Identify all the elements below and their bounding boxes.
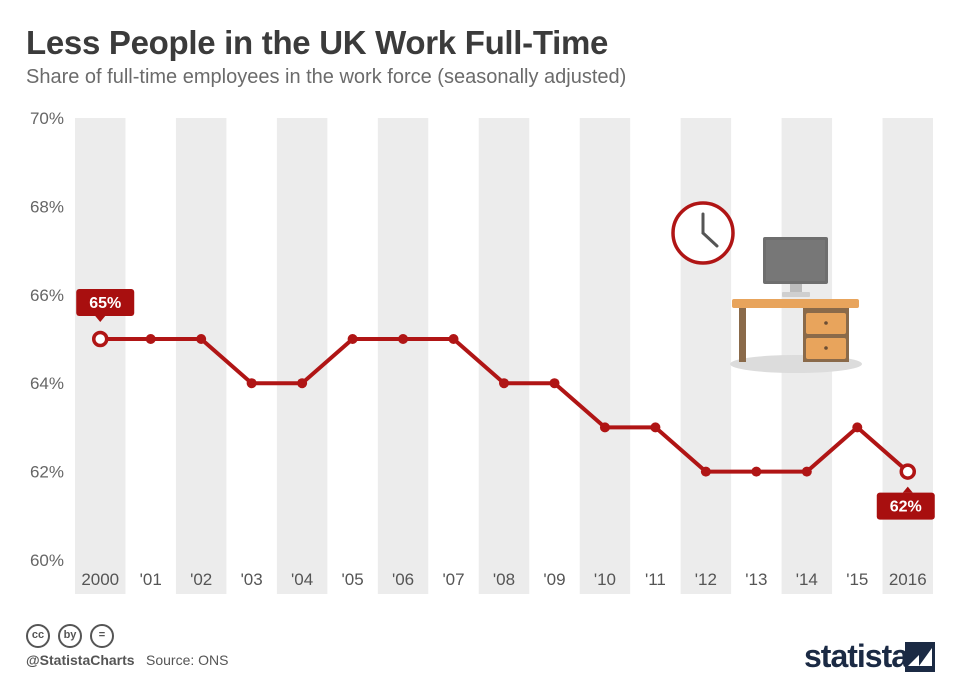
data-point[interactable] (145, 334, 156, 344)
desk-icon (732, 299, 859, 308)
x-tick-label: '15 (846, 570, 868, 589)
data-point[interactable] (347, 334, 358, 344)
x-tick-label: '14 (796, 570, 818, 589)
y-tick-label: 64% (30, 374, 64, 393)
x-tick-label: '03 (241, 570, 263, 589)
data-point[interactable] (751, 466, 762, 477)
data-point[interactable] (246, 378, 257, 389)
column-band (377, 118, 429, 594)
desk-clock-illustration (671, 201, 862, 373)
data-point-highlight[interactable] (91, 330, 109, 348)
x-tick-label: '04 (291, 570, 313, 589)
x-tick-label: '09 (543, 570, 565, 589)
x-tick-label: '08 (493, 570, 515, 589)
creative-commons-icon: cc (26, 624, 50, 648)
x-tick-label: '05 (342, 570, 364, 589)
data-point[interactable] (801, 466, 812, 477)
data-label: 65% (89, 295, 121, 312)
y-tick-label: 62% (30, 463, 64, 482)
data-point[interactable] (448, 334, 459, 344)
column-band (478, 118, 530, 594)
data-point[interactable] (499, 378, 509, 389)
data-point[interactable] (297, 378, 308, 389)
statista-logo-icon (905, 642, 935, 672)
data-point[interactable] (852, 422, 863, 433)
column-band (579, 118, 631, 594)
data-point[interactable] (549, 378, 560, 389)
y-tick-label: 68% (30, 197, 64, 216)
x-tick-label: '07 (442, 570, 464, 589)
data-point[interactable] (398, 334, 409, 344)
data-label-box (76, 289, 135, 316)
chart-subtitle: Share of full-time employees in the work… (26, 66, 627, 88)
data-point[interactable] (650, 422, 661, 433)
x-tick-label: 2016 (889, 570, 927, 589)
data-label-box (876, 492, 935, 520)
x-tick-label: '13 (745, 570, 767, 589)
x-tick-label: '02 (190, 570, 212, 589)
column-band (882, 118, 933, 594)
chart-title: Less People in the UK Work Full-Time (26, 24, 609, 61)
attribution-icon: by (58, 624, 82, 648)
column-band (75, 118, 126, 594)
statista-logo[interactable]: statista (804, 638, 909, 674)
data-point-highlight[interactable] (899, 463, 917, 480)
x-tick-label: '11 (645, 570, 666, 589)
no-derivatives-icon: = (90, 624, 114, 648)
y-tick-label: 70% (30, 109, 64, 128)
x-tick-label: '06 (392, 570, 414, 589)
footer-source: Source: ONS (146, 652, 229, 668)
column-band (680, 118, 732, 594)
data-point[interactable] (599, 422, 610, 433)
x-tick-label: '10 (594, 570, 616, 589)
y-tick-label: 66% (30, 286, 64, 305)
data-point[interactable] (700, 466, 711, 477)
x-tick-label: 2000 (81, 570, 119, 589)
data-label: 62% (890, 499, 922, 516)
data-point[interactable] (196, 334, 207, 344)
x-tick-label: '12 (695, 570, 717, 589)
footer-handle[interactable]: @StatistaCharts (26, 652, 135, 668)
x-tick-label: '01 (140, 570, 162, 589)
y-tick-label: 60% (30, 551, 64, 570)
column-band (276, 118, 328, 594)
